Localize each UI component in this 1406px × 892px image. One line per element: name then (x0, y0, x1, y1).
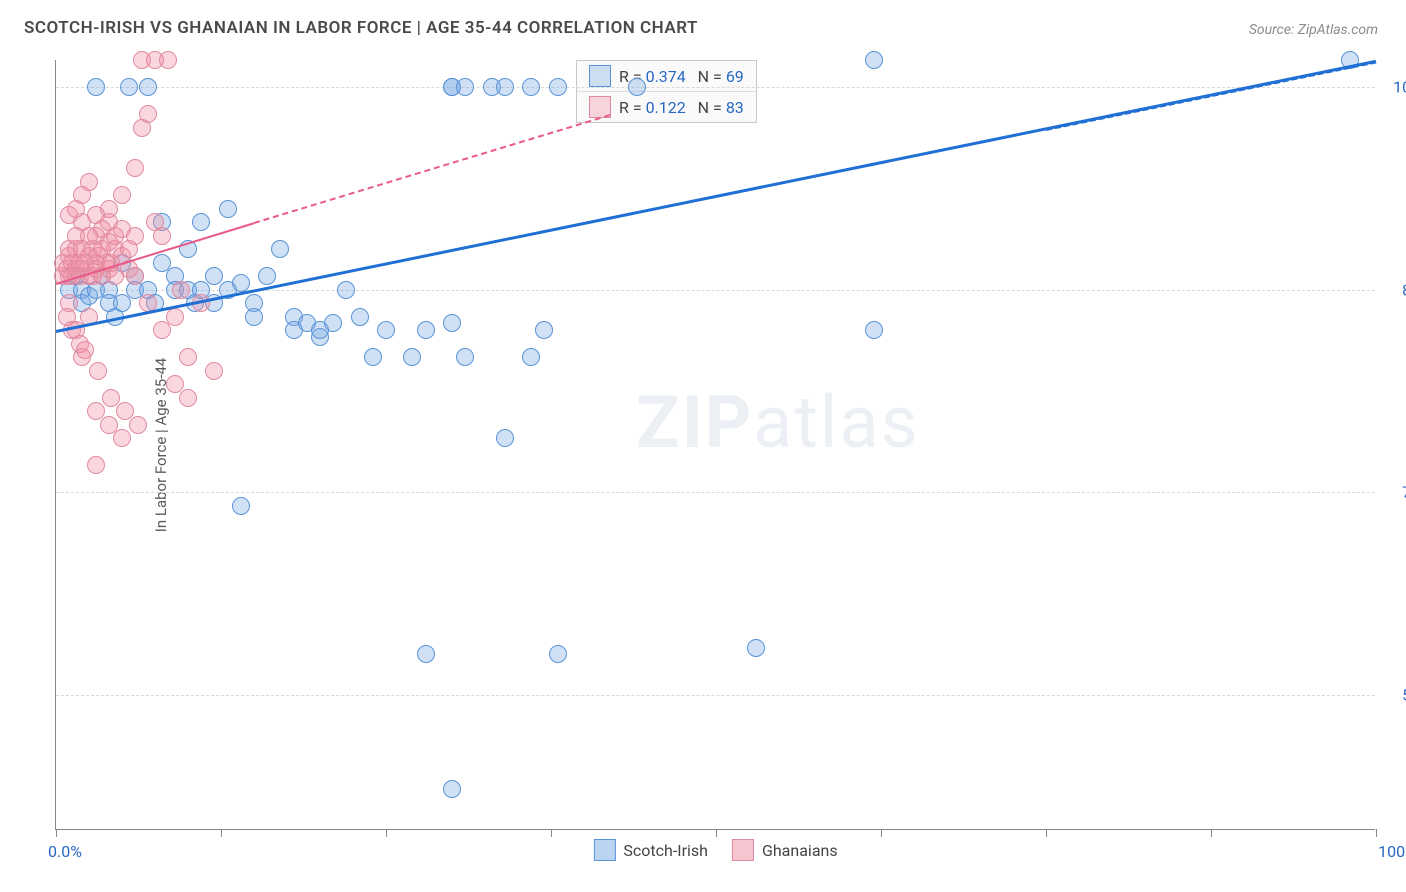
scatter-point (126, 159, 144, 177)
y-tick-label: 55.0% (1402, 685, 1406, 704)
chart-container: SCOTCH-IRISH VS GHANAIAN IN LABOR FORCE … (0, 0, 1406, 892)
scatter-point (522, 348, 540, 366)
watermark: ZIPatlas (636, 380, 920, 465)
watermark-bold: ZIP (636, 380, 753, 465)
scatter-point (245, 308, 263, 326)
scatter-point (126, 267, 144, 285)
scatter-point (403, 348, 421, 366)
x-axis-max-label: 100.0% (1378, 842, 1406, 861)
scatter-point (166, 308, 184, 326)
scatter-point (496, 429, 514, 447)
y-tick-label: 70.0% (1402, 483, 1406, 502)
legend-swatch (593, 839, 615, 861)
scatter-point (172, 281, 190, 299)
chart-title: SCOTCH-IRISH VS GHANAIAN IN LABOR FORCE … (24, 18, 698, 38)
legend-item: Scotch-Irish (593, 839, 708, 861)
scatter-point (496, 78, 514, 96)
stats-text: R = 0.122 N = 83 (619, 98, 744, 117)
scatter-point (129, 416, 147, 434)
scatter-point (89, 362, 107, 380)
scatter-point (179, 348, 197, 366)
scatter-point (271, 240, 289, 258)
x-tick (1046, 829, 1047, 837)
scatter-point (113, 186, 131, 204)
legend-label: Ghanaians (762, 841, 838, 860)
x-tick (881, 829, 882, 837)
x-tick (716, 829, 717, 837)
y-tick-label: 100.0% (1393, 78, 1406, 97)
scatter-point (337, 281, 355, 299)
x-axis-min-label: 0.0% (48, 842, 82, 861)
scatter-point (87, 78, 105, 96)
x-tick (386, 829, 387, 837)
scatter-point (232, 497, 250, 515)
y-tick-label: 85.0% (1402, 280, 1406, 299)
scatter-point (159, 51, 177, 69)
scatter-point (139, 105, 157, 123)
scatter-point (417, 321, 435, 339)
gridline (56, 695, 1375, 696)
x-tick (551, 829, 552, 837)
scatter-point (258, 267, 276, 285)
scatter-point (219, 200, 237, 218)
scatter-point (865, 51, 883, 69)
gridline (56, 87, 1375, 88)
scatter-point (456, 78, 474, 96)
scatter-point (535, 321, 553, 339)
trend-line-extrapolated (254, 114, 611, 224)
x-tick (1211, 829, 1212, 837)
scatter-point (205, 362, 223, 380)
x-tick (56, 829, 57, 837)
scatter-point (153, 227, 171, 245)
scatter-point (120, 78, 138, 96)
watermark-light: atlas (753, 380, 920, 465)
scatter-point (324, 314, 342, 332)
scatter-point (351, 308, 369, 326)
source-attribution: Source: ZipAtlas.com (1249, 22, 1378, 38)
scatter-point (139, 78, 157, 96)
x-tick (221, 829, 222, 837)
scatter-point (456, 348, 474, 366)
scatter-point (87, 456, 105, 474)
scatter-point (443, 314, 461, 332)
scatter-point (76, 341, 94, 359)
scatter-point (179, 389, 197, 407)
scatter-point (126, 227, 144, 245)
scatter-point (443, 780, 461, 798)
correlation-stats-legend: R = 0.374 N = 69R = 0.122 N = 83 (576, 60, 757, 123)
series-legend: Scotch-Irish Ghanaians (593, 839, 837, 861)
scatter-point (364, 348, 382, 366)
plot-area: In Labor Force | Age 35-44 ZIPatlas 0.0%… (55, 60, 1375, 830)
scatter-point (549, 78, 567, 96)
scatter-point (192, 213, 210, 231)
scatter-point (522, 78, 540, 96)
scatter-point (113, 294, 131, 312)
legend-swatch (589, 65, 611, 87)
scatter-point (232, 274, 250, 292)
scatter-point (80, 173, 98, 191)
scatter-point (865, 321, 883, 339)
scatter-point (628, 78, 646, 96)
scatter-point (100, 200, 118, 218)
scatter-point (113, 429, 131, 447)
scatter-point (377, 321, 395, 339)
scatter-point (549, 645, 567, 663)
scatter-point (417, 645, 435, 663)
legend-item: Ghanaians (732, 839, 838, 861)
legend-swatch (732, 839, 754, 861)
x-tick (1376, 829, 1377, 837)
gridline (56, 492, 1375, 493)
legend-label: Scotch-Irish (623, 841, 708, 860)
scatter-point (747, 639, 765, 657)
scatter-point (153, 321, 171, 339)
